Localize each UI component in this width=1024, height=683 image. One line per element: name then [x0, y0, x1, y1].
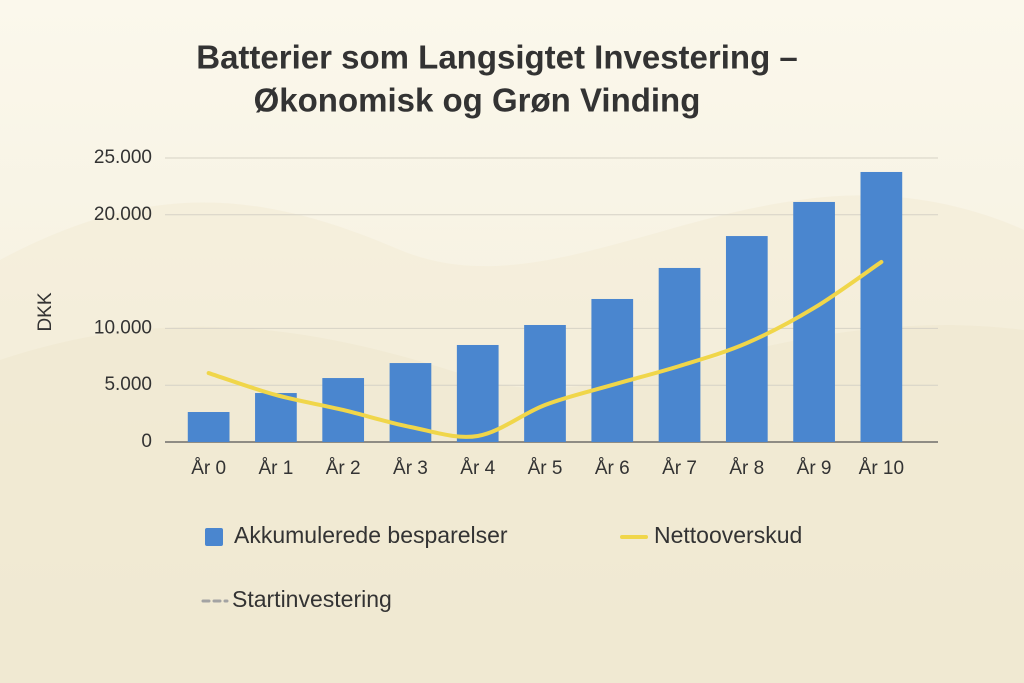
bar: [591, 298, 634, 442]
x-tick-label: År 3: [393, 458, 428, 479]
chart-title: Økonomisk og Grøn Vinding: [254, 82, 701, 119]
x-tick-label: År 0: [191, 458, 226, 479]
bar: [658, 267, 701, 442]
y-tick-label: 25.000: [94, 147, 152, 168]
y-tick-label: 20.000: [94, 204, 152, 225]
bar: [725, 236, 768, 442]
y-tick-label: 5.000: [104, 374, 152, 395]
bar: [456, 344, 499, 442]
x-tick-label: År 6: [595, 458, 630, 479]
legend-label: Nettooverskud: [654, 522, 802, 548]
bar: [255, 393, 297, 442]
legend-swatch: [205, 528, 223, 546]
x-tick-label: År 5: [528, 458, 563, 479]
x-tick-label: År 2: [326, 458, 361, 479]
chart-title: Batterier som Langsigtet Investering –: [196, 39, 798, 76]
x-tick-label: År 8: [729, 458, 764, 479]
bar: [860, 171, 903, 443]
x-tick-label: År 9: [797, 458, 832, 479]
bar: [524, 324, 566, 442]
line: [206, 259, 884, 439]
x-tick-label: År 10: [859, 458, 904, 479]
y-tick-label: 10.000: [94, 317, 152, 338]
x-tick-label: År 1: [258, 458, 293, 479]
legend-label: Akkumulerede besparelser: [234, 522, 508, 548]
legend-label: Startinvestering: [232, 586, 392, 612]
y-axis-label: DKK: [35, 292, 56, 331]
x-tick-label: År 7: [662, 458, 697, 479]
x-tick-label: År 4: [460, 458, 495, 479]
bar: [187, 412, 230, 442]
y-tick-label: 0: [141, 431, 152, 452]
bar: [793, 201, 835, 442]
